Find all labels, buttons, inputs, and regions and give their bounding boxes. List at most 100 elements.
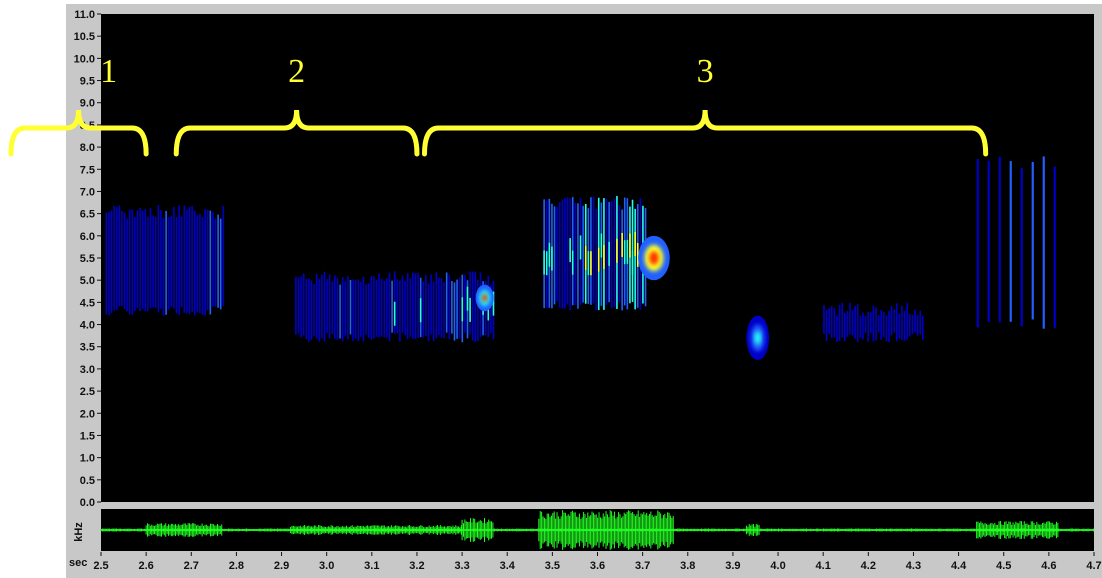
- energy-stripe: [339, 284, 341, 339]
- y-tick-label: 1.5: [80, 430, 95, 442]
- y-tick-label: 7.0: [80, 186, 95, 198]
- energy-stripe: [440, 278, 443, 338]
- energy-stripe: [908, 313, 911, 337]
- segment-brackets: 1 2 3: [8, 53, 989, 157]
- energy-core: [543, 250, 545, 275]
- energy-stripe: [349, 279, 352, 335]
- energy-core: [616, 238, 618, 263]
- energy-stripe: [613, 198, 616, 308]
- energy-stripe: [110, 210, 113, 313]
- waveform-burst: [145, 523, 223, 537]
- energy-stripe: [621, 209, 623, 311]
- energy-stripe: [378, 273, 380, 338]
- waveform-burst: [461, 518, 494, 542]
- energy-stripe: [880, 309, 882, 340]
- energy-stripe: [610, 200, 613, 309]
- energy-stripe: [864, 316, 867, 334]
- energy-core: [634, 232, 636, 257]
- energy-stripe: [919, 310, 921, 335]
- y-tick-label: 10.0: [74, 53, 95, 65]
- energy-stripe: [890, 305, 893, 336]
- energy-stripe: [305, 278, 308, 340]
- energy-stripe: [471, 271, 474, 341]
- y-tick-label: 4.0: [80, 320, 95, 332]
- energy-stripe: [373, 276, 375, 339]
- energy-stripe: [1009, 161, 1012, 322]
- x-tick-label: 3.0: [319, 560, 334, 572]
- energy-stripe: [566, 197, 569, 305]
- energy-core: [571, 250, 574, 275]
- energy-stripe: [144, 209, 147, 312]
- energy-stripe: [849, 303, 851, 335]
- energy-stripe: [443, 282, 445, 339]
- waveform-burst: [538, 510, 674, 550]
- x-tick-label: 3.9: [725, 560, 740, 572]
- energy-stripe: [998, 156, 1001, 323]
- energy-core: [631, 250, 634, 275]
- x-axis-unit-label: sec: [69, 557, 87, 569]
- energy-core: [584, 245, 587, 270]
- energy-stripe: [830, 305, 833, 338]
- energy-stripe: [828, 308, 830, 335]
- energy-stripe: [160, 210, 162, 309]
- syllable: [823, 302, 924, 343]
- waveform-burst: [976, 521, 1059, 539]
- syllable: [475, 284, 494, 312]
- energy-stripe: [582, 205, 584, 303]
- energy-stripe: [302, 273, 305, 336]
- energy-core: [492, 291, 495, 316]
- energy-stripe: [634, 208, 636, 310]
- energy-stripe: [323, 271, 326, 342]
- y-tick-label: 1.0: [80, 453, 95, 465]
- energy-stripe: [895, 303, 898, 342]
- energy-stripe: [825, 309, 828, 342]
- energy-stripe: [432, 281, 435, 342]
- energy-core: [587, 251, 590, 276]
- segment-bracket: [421, 109, 989, 157]
- energy-core: [623, 240, 626, 265]
- energy-core: [466, 286, 469, 311]
- energy-stripe: [113, 205, 115, 311]
- y-tick-label: 5.0: [80, 275, 95, 287]
- energy-blob-peak: [754, 331, 762, 345]
- energy-stripe: [843, 312, 846, 342]
- energy-stripe: [474, 271, 477, 343]
- energy-stripe: [175, 216, 178, 314]
- energy-stripe: [396, 279, 399, 334]
- x-tick-label: 4.4: [951, 560, 967, 572]
- x-tick-label: 4.0: [770, 560, 785, 572]
- energy-stripe: [157, 205, 160, 313]
- energy-stripe: [882, 311, 885, 338]
- energy-stripe: [318, 279, 321, 342]
- energy-stripe: [321, 274, 323, 339]
- energy-stripe: [438, 277, 440, 336]
- energy-stripe: [344, 281, 347, 337]
- energy-stripe: [108, 211, 110, 315]
- x-tick-label: 4.7: [1086, 560, 1101, 572]
- energy-stripe: [914, 309, 916, 333]
- x-tick-label: 3.4: [500, 560, 516, 572]
- energy-core: [626, 239, 629, 264]
- energy-stripe: [911, 314, 914, 335]
- energy-stripe: [315, 273, 318, 339]
- y-tick-label: 3.0: [80, 364, 95, 376]
- syllable: [746, 315, 770, 361]
- energy-core: [548, 242, 551, 267]
- x-tick-label: 4.3: [906, 560, 921, 572]
- energy-stripe: [1042, 156, 1045, 329]
- energy-stripe: [422, 281, 425, 338]
- y-tick-label: 2.5: [80, 386, 95, 398]
- x-tick-label: 3.7: [635, 560, 650, 572]
- energy-stripe: [134, 217, 136, 311]
- x-tick-label: 3.1: [364, 560, 379, 572]
- energy-stripe: [173, 206, 175, 309]
- energy-stripe: [360, 281, 362, 338]
- energy-stripe: [841, 302, 843, 338]
- y-tick-label: 11.0: [74, 9, 95, 21]
- energy-stripe: [370, 276, 373, 340]
- energy-stripe: [128, 209, 131, 315]
- energy-stripe: [123, 212, 126, 309]
- energy-stripe: [209, 210, 212, 315]
- energy-stripe: [590, 197, 592, 305]
